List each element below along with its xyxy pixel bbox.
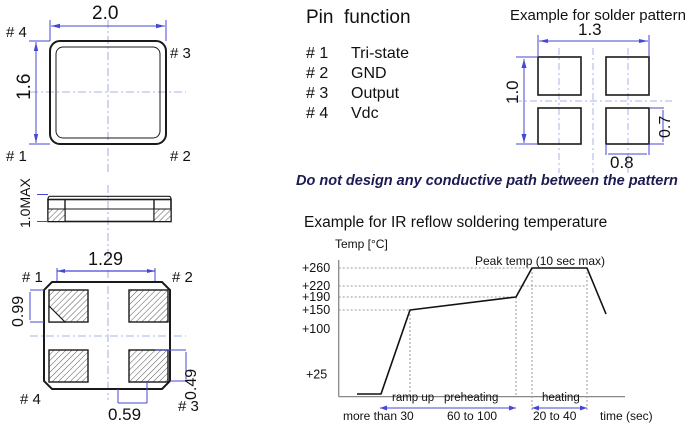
svg-text:# 4: # 4 xyxy=(6,24,27,41)
svg-text:# 1: # 1 xyxy=(306,45,328,62)
svg-text:Pin function: Pin function xyxy=(306,7,411,28)
svg-text:# 4: # 4 xyxy=(20,391,41,408)
svg-text:+100: +100 xyxy=(302,322,330,336)
svg-text:# 3: # 3 xyxy=(306,85,328,102)
svg-text:Output: Output xyxy=(351,85,400,102)
svg-text:Temp [°C]: Temp [°C] xyxy=(335,237,388,251)
svg-text:2.0: 2.0 xyxy=(92,3,118,24)
svg-text:ramp up: ramp up xyxy=(392,392,434,404)
svg-text:preheating: preheating xyxy=(444,392,498,404)
svg-text:+190: +190 xyxy=(302,290,330,304)
svg-text:# 1: # 1 xyxy=(22,269,43,286)
svg-text:Example for IR reflow solderin: Example for IR reflow soldering temperat… xyxy=(304,214,607,231)
svg-text:60 to 100: 60 to 100 xyxy=(447,409,497,423)
svg-text:# 1: # 1 xyxy=(6,148,27,165)
svg-text:1.0: 1.0 xyxy=(503,80,522,104)
svg-text:Vdc: Vdc xyxy=(351,105,379,122)
svg-text:1.29: 1.29 xyxy=(88,249,123,269)
svg-text:# 3: # 3 xyxy=(170,45,191,62)
svg-text:heating: heating xyxy=(542,392,580,404)
svg-text:+150: +150 xyxy=(302,303,330,317)
svg-text:20 to 40: 20 to 40 xyxy=(533,409,577,423)
svg-text:more than 30: more than 30 xyxy=(343,409,414,423)
svg-text:0.59: 0.59 xyxy=(108,405,141,424)
svg-text:1.6: 1.6 xyxy=(14,74,35,100)
svg-text:0.49: 0.49 xyxy=(183,369,200,400)
svg-text:GND: GND xyxy=(351,65,387,82)
svg-text:time (sec): time (sec) xyxy=(600,409,653,423)
svg-text:Do not design any conductive p: Do not design any conductive path betwee… xyxy=(296,173,678,189)
svg-text:# 4: # 4 xyxy=(306,105,328,122)
svg-text:0.7: 0.7 xyxy=(657,116,674,138)
svg-text:# 2: # 2 xyxy=(306,65,328,82)
svg-text:1.3: 1.3 xyxy=(578,20,602,39)
svg-text:0.8: 0.8 xyxy=(610,153,634,172)
svg-text:1.0MAX: 1.0MAX xyxy=(17,178,33,228)
svg-text:0.99: 0.99 xyxy=(10,296,27,327)
svg-text:+260: +260 xyxy=(302,261,330,275)
svg-text:# 2: # 2 xyxy=(172,269,193,286)
svg-text:Peak temp (10 sec max): Peak temp (10 sec max) xyxy=(475,254,605,268)
svg-text:+25: +25 xyxy=(306,368,327,382)
svg-text:# 2: # 2 xyxy=(170,148,191,165)
svg-text:Tri-state: Tri-state xyxy=(351,45,409,62)
